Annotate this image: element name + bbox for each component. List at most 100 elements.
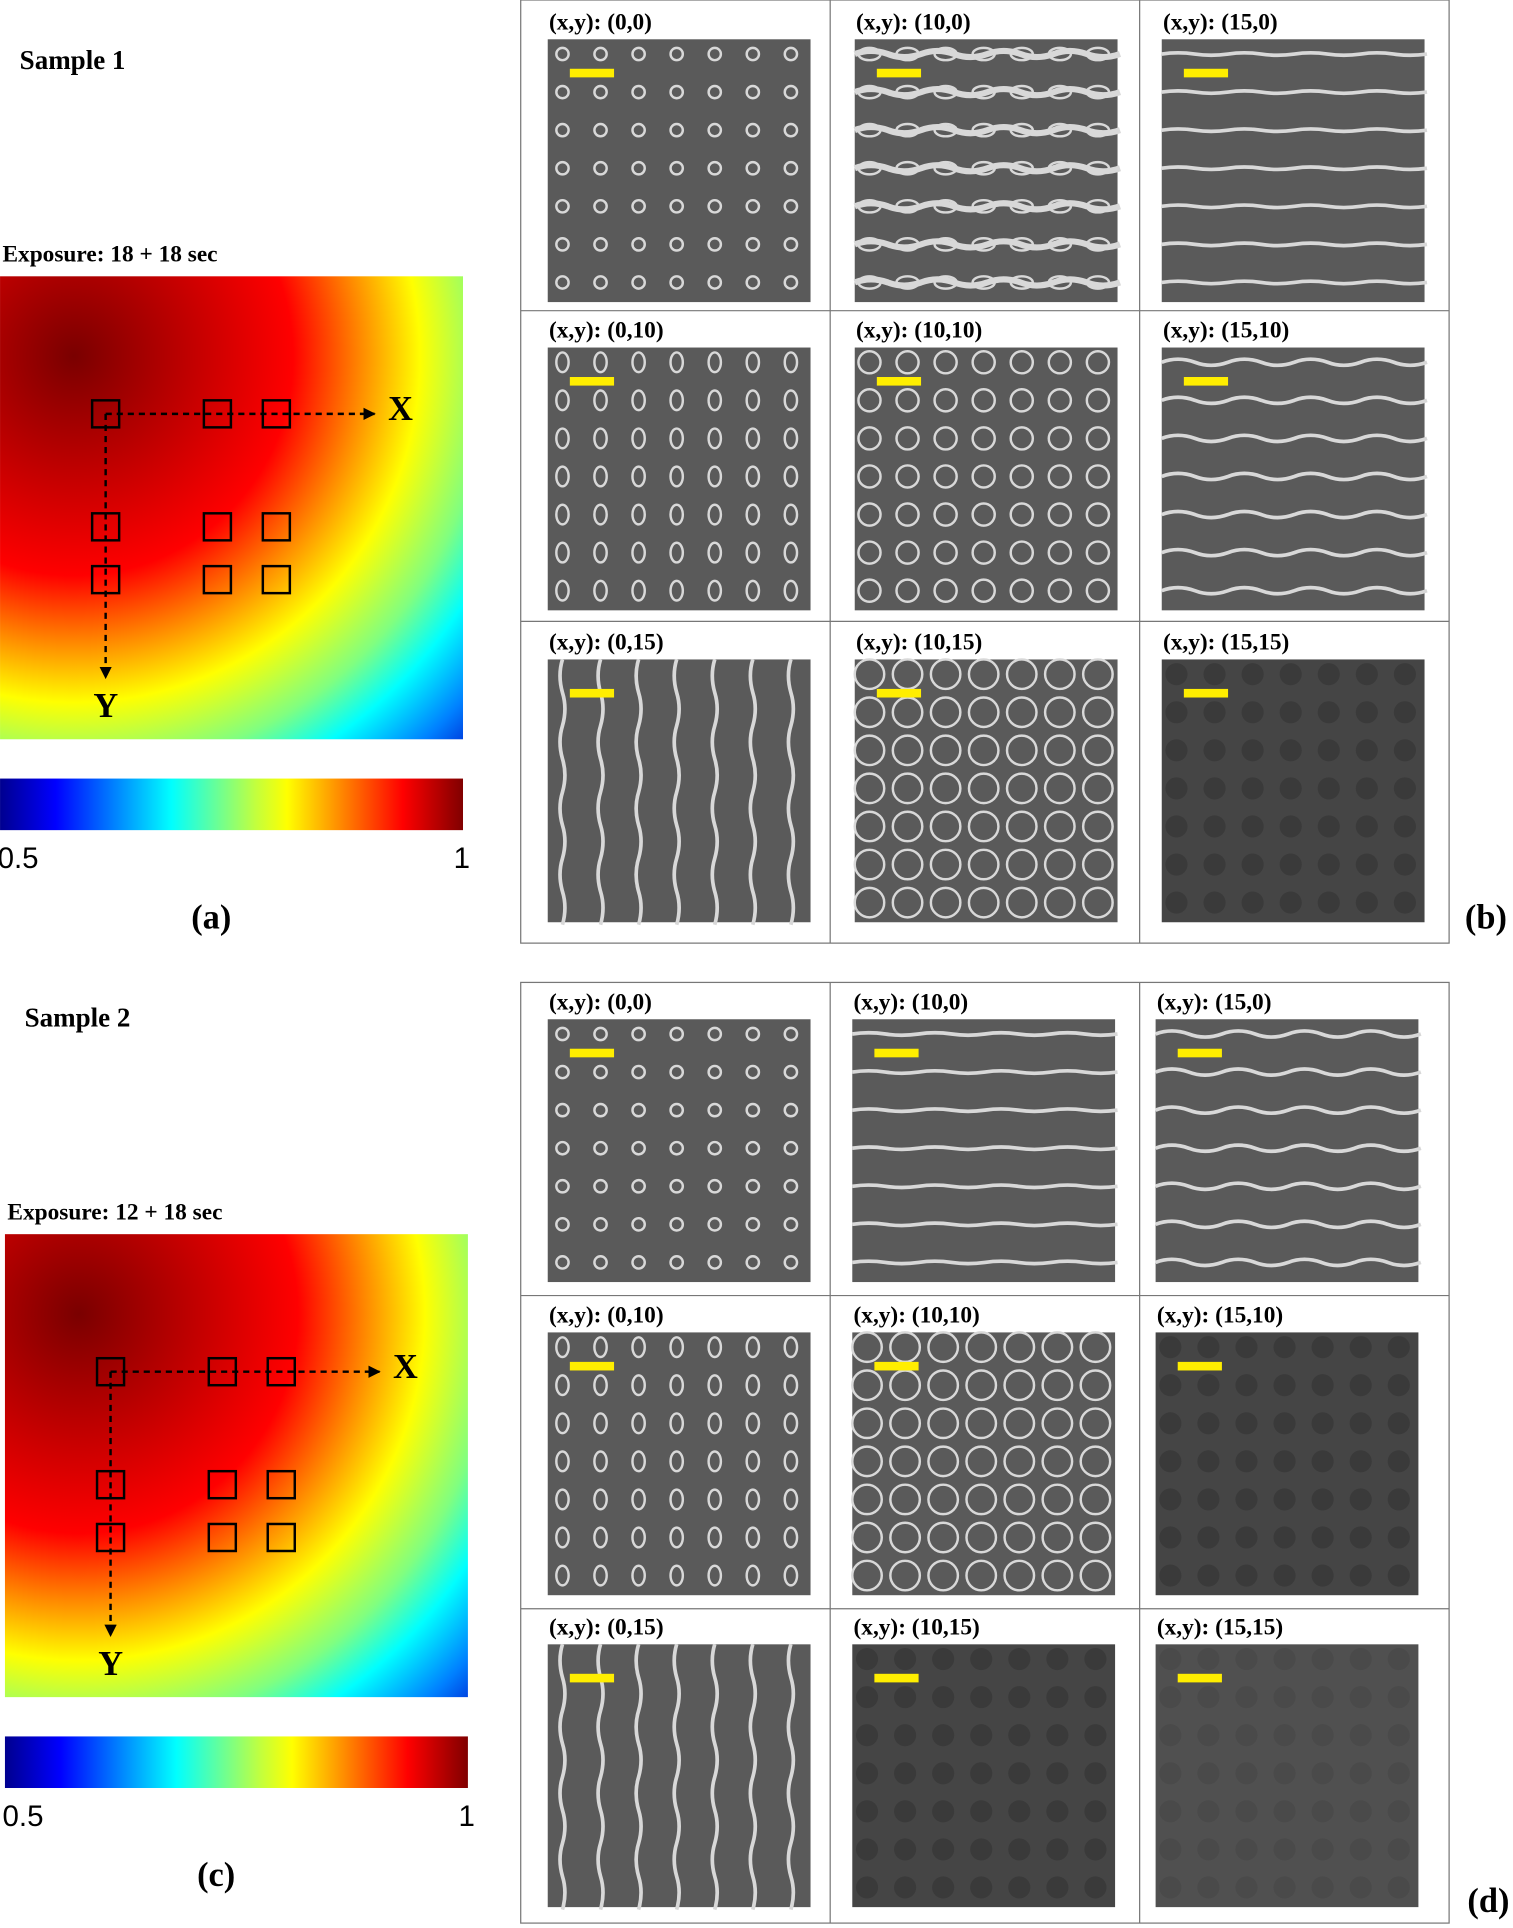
sem-dot — [1355, 815, 1378, 838]
sem-dot — [745, 84, 761, 100]
sem-dot — [555, 1178, 570, 1194]
sem-dot — [1311, 1648, 1334, 1671]
sem-dot — [965, 1407, 998, 1440]
sem-dot — [1079, 1559, 1112, 1592]
sem-dot — [1159, 1526, 1182, 1549]
sem-grid: (x,y): (0,0) (x,y): (10,0) (x,y): (15,0) (x… — [520, 981, 1509, 1924]
scale-bar — [1183, 688, 1229, 698]
sem-dot — [1273, 1800, 1296, 1823]
sem-line — [634, 658, 643, 926]
sem-dot — [1159, 1686, 1182, 1709]
sem-dot — [891, 848, 924, 881]
sem-dot — [1197, 1876, 1220, 1899]
sem-dot — [1085, 84, 1111, 100]
sem-dot — [1273, 1648, 1296, 1671]
sem-image — [547, 39, 811, 303]
sem-dot — [555, 1102, 570, 1118]
sem-dot — [1009, 237, 1035, 252]
heatmap-panel: Sample 1 Exposure: 18 + 18 sec X Y 0.5 1 (a) — [0, 45, 470, 937]
sem-dot — [1003, 1407, 1036, 1440]
sem-dot — [1273, 1724, 1296, 1747]
sem-dot — [1084, 1724, 1107, 1747]
sem-dot — [1311, 1686, 1334, 1709]
sem-dot — [1393, 853, 1416, 876]
sem-dot — [1273, 1374, 1296, 1397]
sem-dot — [707, 1564, 723, 1587]
sem-dot — [783, 351, 799, 374]
sem-dot — [1387, 1876, 1410, 1899]
sem-dot — [932, 1838, 955, 1861]
sem-dot — [851, 1483, 883, 1516]
sem-dot — [1355, 701, 1378, 724]
sem-dot — [932, 1648, 955, 1671]
sem-dot — [1235, 1488, 1258, 1511]
sem-line — [852, 1259, 1118, 1266]
sem-dot — [593, 1488, 608, 1511]
sem-dot — [895, 46, 920, 62]
sample-box — [266, 1522, 296, 1553]
sem-dot — [851, 1521, 883, 1554]
sem-dot — [745, 1526, 761, 1549]
sem-dot — [1047, 275, 1073, 290]
sem-dot — [593, 579, 608, 602]
panel-label: (c) — [197, 1856, 235, 1894]
sem-dot — [855, 1686, 879, 1709]
sem-dot — [1085, 275, 1111, 290]
sem-dot — [1393, 663, 1416, 686]
sem-dot — [783, 1102, 799, 1118]
sem-dot — [707, 1026, 723, 1042]
sem-line — [852, 1183, 1118, 1190]
sem-dot — [1046, 1686, 1069, 1709]
sem-dot — [669, 160, 685, 176]
sem-dot — [1311, 1564, 1334, 1587]
sem-dot — [1081, 772, 1114, 805]
sem-dot — [857, 160, 882, 176]
sem-dot — [1047, 237, 1073, 252]
sem-line — [1154, 1067, 1422, 1077]
sem-dot — [967, 658, 1000, 691]
sem-dot — [669, 465, 685, 488]
scale-bar — [876, 377, 922, 386]
sem-dot — [1041, 1369, 1074, 1402]
sem-dot — [971, 502, 996, 527]
sem-dot — [707, 1140, 723, 1156]
sem-dot — [745, 1102, 761, 1118]
sem-dot — [971, 578, 996, 603]
sem-dot — [965, 1331, 998, 1364]
sem-dot — [1235, 1412, 1258, 1435]
grid-border — [520, 0, 1450, 944]
sem-dot — [895, 122, 920, 138]
sem-grid: (x,y): (0,0) (x,y): (10,0) (x,y): (15,0) (x… — [520, 0, 1507, 944]
sem-dot — [631, 1064, 646, 1080]
sem-dot — [1203, 815, 1226, 838]
sem-dot — [967, 848, 1000, 881]
sem-dot — [1008, 1876, 1031, 1899]
sem-dot — [853, 810, 886, 843]
grid-border — [520, 981, 1450, 1924]
sample-box — [261, 399, 292, 429]
sem-dot — [1235, 1336, 1258, 1359]
sem-dot — [855, 1762, 879, 1785]
sem-dot — [932, 1762, 955, 1785]
sem-dot — [933, 388, 958, 413]
sem-dot — [1009, 275, 1035, 290]
sem-dot — [631, 1336, 646, 1359]
sem-dot — [631, 1564, 646, 1587]
sem-dot — [1235, 1648, 1258, 1671]
sem-dot — [1009, 349, 1035, 375]
sem-dot — [1084, 1876, 1107, 1899]
sem-dot — [1047, 160, 1073, 176]
sem-dot — [745, 1374, 761, 1397]
sem-line — [852, 1030, 1118, 1038]
sem-dot — [1273, 1412, 1296, 1435]
sem-dot — [1159, 1412, 1182, 1435]
sem-dot — [593, 1064, 608, 1080]
sem-dot — [555, 1336, 570, 1359]
sem-dot — [1355, 663, 1378, 686]
sem-dot — [1279, 891, 1302, 914]
sem-dot — [895, 84, 920, 100]
sem-dot — [783, 1178, 799, 1194]
sem-dot — [1235, 1762, 1258, 1785]
sem-dot — [593, 122, 608, 138]
